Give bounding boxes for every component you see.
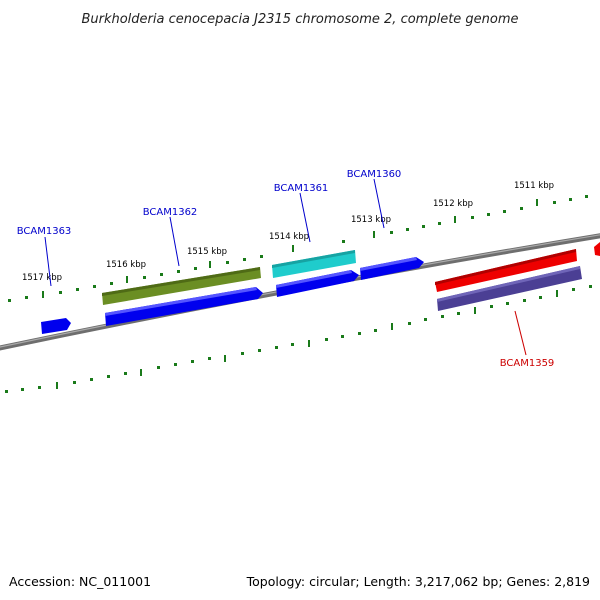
gene-arrow-bcam1362[interactable]: [105, 287, 263, 326]
tick-label-1513: 1513 kbp: [351, 215, 391, 225]
accession-text: Accession: NC_011001: [9, 574, 151, 589]
tick-label-1512: 1512 kbp: [433, 199, 473, 209]
gene-arrow-bcam1359[interactable]: [437, 266, 582, 311]
tick-label-1514: 1514 kbp: [269, 232, 309, 242]
leader-line-bcam1360: [373, 178, 385, 229]
leader-line-bcam1361: [299, 192, 311, 243]
leader-line-bcam1362: [169, 216, 180, 267]
upper-tick-track: [8, 195, 588, 302]
leader-line-bcam1363: [44, 236, 52, 287]
gene-arrow-bcam1363[interactable]: [41, 318, 71, 334]
red-feature-edge[interactable]: [594, 242, 600, 256]
cyan-feature-bar[interactable]: [272, 250, 356, 278]
gene-arrow-bcam1360[interactable]: [360, 257, 424, 280]
lower-tick-track: [5, 285, 592, 393]
olive-feature-bar[interactable]: [102, 267, 261, 305]
leader-line-bcam1359: [514, 310, 527, 356]
tick-label-1511: 1511 kbp: [514, 181, 554, 191]
tick-label-1516: 1516 kbp: [106, 260, 146, 270]
gene-label-bcam1362[interactable]: BCAM1362: [143, 207, 198, 218]
tick-label-1517: 1517 kbp: [22, 273, 62, 283]
gene-label-bcam1361[interactable]: BCAM1361: [274, 183, 329, 194]
map-title: Burkholderia cenocepacia J2315 chromosom…: [81, 12, 518, 27]
gene-label-bcam1363[interactable]: BCAM1363: [17, 226, 72, 237]
gene-label-bcam1359[interactable]: BCAM1359: [500, 358, 555, 369]
genome-summary-text: Topology: circular; Length: 3,217,062 bp…: [246, 574, 590, 589]
gene-label-bcam1360[interactable]: BCAM1360: [347, 169, 402, 180]
tick-label-1515: 1515 kbp: [187, 247, 227, 257]
gene-arrow-bcam1361[interactable]: [276, 270, 359, 297]
